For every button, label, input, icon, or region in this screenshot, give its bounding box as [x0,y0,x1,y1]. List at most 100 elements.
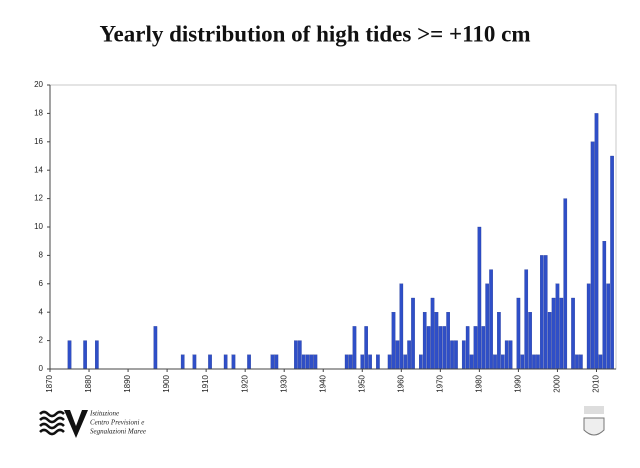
bar [594,113,599,370]
x-tick-label: 1890 [123,374,132,392]
logo-crest-top [584,406,604,414]
bar [434,312,439,370]
bar [376,354,380,370]
bar [602,241,607,370]
bar [305,354,310,370]
bar [411,297,415,370]
bar [387,354,392,370]
bar [473,326,478,370]
logo-text: Segnalazioni Maree [90,428,146,436]
bar [223,354,228,370]
y-tick-label: 4 [39,307,44,316]
bar [192,354,197,370]
x-tick-label: 2000 [553,374,562,392]
bar [559,297,564,370]
y-tick-label: 16 [34,137,43,146]
bar [477,226,482,370]
bar [610,155,614,370]
bar [442,326,447,370]
bar [348,354,353,370]
bar [391,312,396,370]
bar [180,354,185,370]
bar [555,283,560,370]
logo-left: Istituzione Centro Previsioni e Segnalaz… [39,410,146,438]
bar [536,354,540,370]
bar [532,354,536,370]
bar [67,340,72,370]
bar [153,326,158,370]
bar [508,340,513,370]
bar [422,312,427,370]
bar [524,269,529,370]
bar [575,354,579,370]
bar [294,340,298,370]
x-tick-label: 1930 [279,374,288,392]
bar [430,297,435,370]
logo-crest [583,417,605,436]
y-tick-label: 0 [39,364,44,373]
x-tick-label: 1960 [396,374,405,392]
y-tick-label: 8 [39,251,44,260]
bar [590,141,595,370]
bar [571,297,575,370]
bar [309,354,314,370]
logo-right [583,406,605,436]
bar [489,269,493,370]
x-tick-label: 1910 [201,374,210,392]
bar [301,354,306,370]
x-tick-label: 1950 [357,374,366,392]
bar [438,326,443,370]
bar [426,326,431,370]
bar [407,340,411,370]
x-tick-label: 1970 [435,374,444,392]
bar [586,283,591,370]
x-tick-label: 1900 [162,374,171,392]
bar [528,312,532,370]
bar [364,326,368,370]
bar [270,354,275,370]
bar [551,297,556,370]
bar [547,312,552,370]
x-tick-label: 2010 [592,374,601,392]
bar [469,354,474,370]
bar [563,198,568,370]
x-tick-label: 1980 [474,374,483,392]
bar [493,354,497,370]
bar [344,354,349,370]
y-tick-label: 20 [34,80,43,89]
bar [399,283,404,370]
bar [516,297,521,370]
bar [454,340,458,370]
x-tick-label: 1940 [318,374,327,392]
y-tick-label: 6 [39,279,44,288]
bar [395,340,400,370]
y-tick-label: 14 [34,165,43,174]
logo-text: Centro Previsioni e [90,419,144,427]
bar [598,354,603,370]
bar [520,354,525,370]
bar [352,326,357,370]
bar [500,354,505,370]
bar [360,354,365,370]
bar [95,340,99,370]
bar [83,340,87,370]
bar [481,326,486,370]
y-tick-label: 10 [34,222,43,231]
bar [403,354,408,370]
bar [368,354,372,370]
x-tick-label: 1920 [240,374,249,392]
logo-waves [39,410,65,436]
logo-v [64,410,88,438]
y-tick-label: 18 [34,109,43,118]
bar [446,312,450,370]
chart-title: Yearly distribution of high tides >= +11… [100,21,531,46]
x-tick-label: 1870 [45,374,54,392]
x-tick-label: 1990 [514,374,523,392]
bar [606,283,611,370]
bar [497,312,501,370]
bar [540,255,544,370]
bar [504,340,509,370]
bar [208,354,212,370]
